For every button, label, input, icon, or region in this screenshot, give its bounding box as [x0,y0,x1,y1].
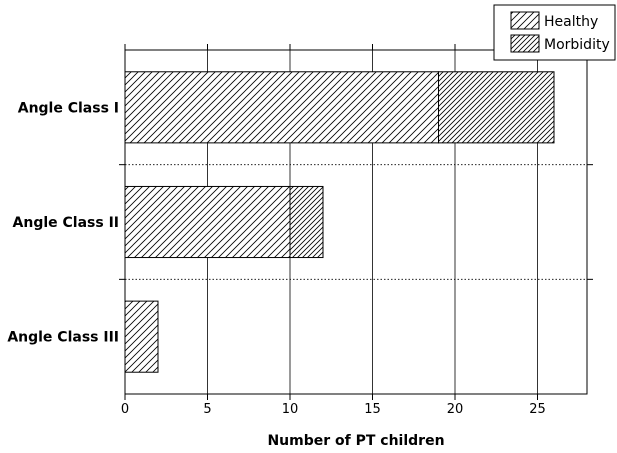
x-tick-label: 0 [121,402,129,417]
category-separators [119,164,593,280]
category-label: Angle Class III [7,330,119,346]
legend-label-healthy: Healthy [544,14,598,30]
bar-morbidity-2 [289,185,324,259]
x-axis-title: Number of PT children [267,433,444,449]
category-label: Angle Class II [13,215,119,231]
x-tick-label: 20 [447,402,464,417]
legend-label-morbidity: Morbidity [544,37,610,53]
x-tick-label: 15 [364,402,381,417]
x-tick-label: 25 [529,402,546,417]
legend-swatch-healthy [510,11,540,30]
bar-healthy-1 [124,71,439,144]
legend-swatch-morbidity [510,34,540,53]
bar-morbidity-1 [438,71,555,144]
x-ticks: 0 5 10 15 20 25 [121,44,546,417]
legend: Healthy Morbidity [493,4,616,61]
bar-healthy-2 [124,185,291,259]
category-labels: Angle Class I Angle Class II Angle Class I… [7,100,119,345]
bars [124,71,555,373]
x-tick-label: 10 [282,402,299,417]
plot-frame [124,49,588,395]
category-label: Angle Class I [18,100,119,116]
bar-healthy-3 [124,300,159,373]
x-tick-label: 5 [203,402,211,417]
